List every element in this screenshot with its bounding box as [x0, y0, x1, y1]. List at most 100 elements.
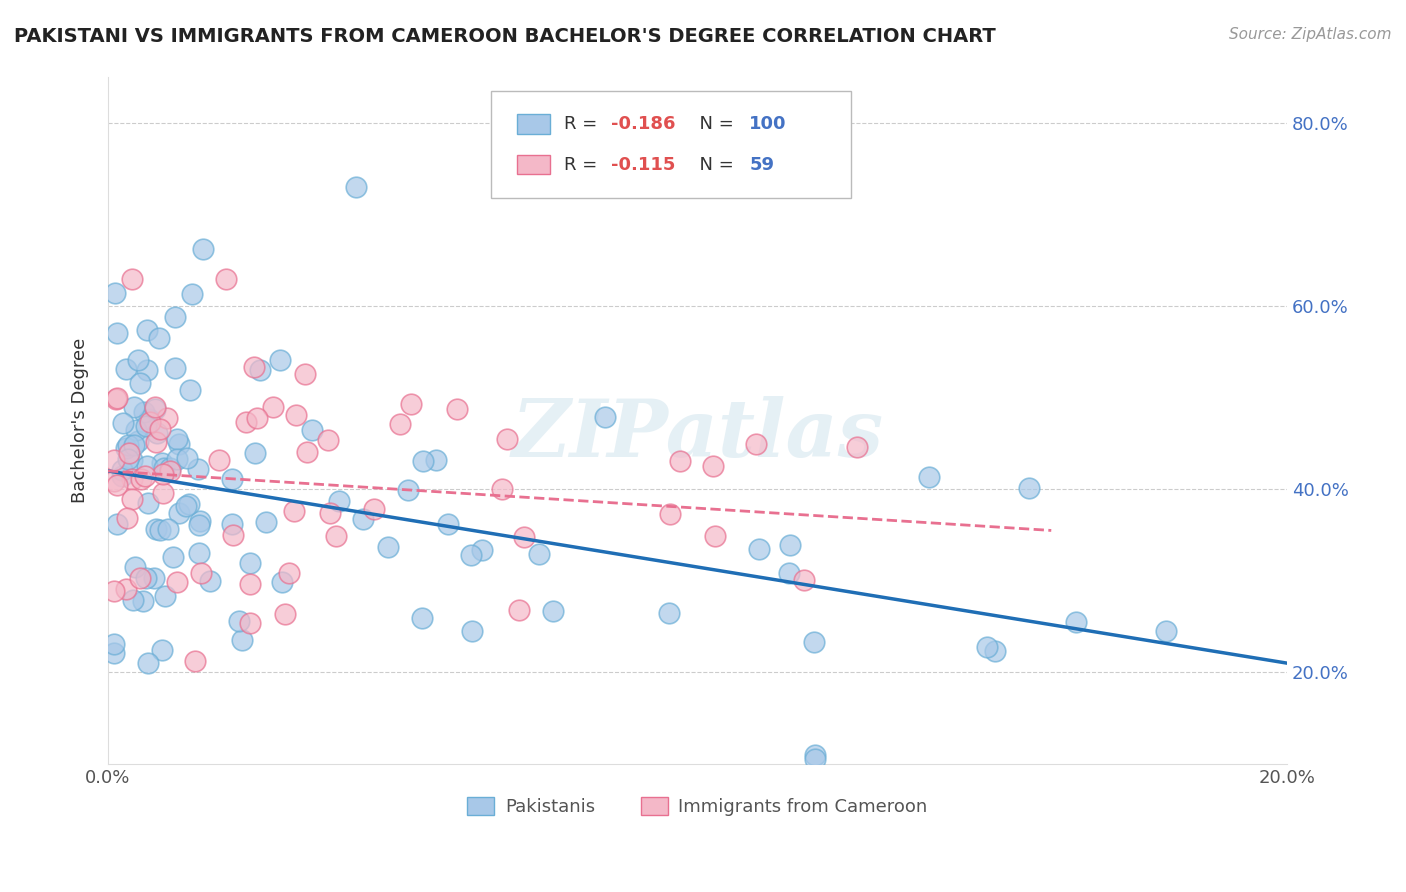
Point: [222, 528, 245, 542]
Point: [245, 446, 267, 460]
Point: [129, 472, 152, 486]
Text: R =: R =: [564, 156, 603, 174]
Point: [190, 566, 212, 581]
Point: [412, 454, 434, 468]
Point: [115, 442, 138, 456]
Point: [984, 644, 1007, 658]
Point: [121, 492, 143, 507]
Point: [508, 603, 530, 617]
Point: [103, 452, 125, 467]
Point: [208, 453, 231, 467]
Point: [239, 577, 262, 591]
Point: [159, 461, 181, 475]
Point: [150, 643, 173, 657]
Text: 59: 59: [749, 156, 775, 174]
Point: [191, 242, 214, 256]
Point: [446, 402, 468, 417]
Point: [363, 502, 385, 516]
Legend: Pakistanis, Immigrants from Cameroon: Pakistanis, Immigrants from Cameroon: [460, 789, 935, 823]
Text: N =: N =: [688, 115, 740, 133]
Point: [513, 530, 536, 544]
Point: [411, 611, 433, 625]
Point: [804, 752, 827, 766]
Point: [179, 383, 201, 397]
Point: [239, 615, 262, 630]
Point: [105, 391, 128, 405]
Point: [134, 469, 156, 483]
Point: [121, 452, 143, 467]
Point: [111, 468, 134, 483]
Point: [294, 367, 316, 381]
Point: [145, 522, 167, 536]
Point: [745, 436, 768, 450]
Point: [143, 400, 166, 414]
Point: [115, 582, 138, 597]
Point: [804, 747, 827, 762]
Point: [1018, 481, 1040, 495]
Point: [135, 571, 157, 585]
Point: [344, 180, 367, 194]
Point: [658, 507, 681, 521]
Point: [187, 546, 209, 560]
Point: [176, 450, 198, 465]
Point: [249, 362, 271, 376]
Bar: [517, 114, 550, 134]
Point: [135, 362, 157, 376]
Point: [669, 454, 692, 468]
Point: [156, 410, 179, 425]
FancyBboxPatch shape: [491, 91, 851, 197]
Point: [152, 461, 174, 475]
Point: [127, 434, 149, 448]
Point: [235, 415, 257, 429]
Point: [269, 352, 291, 367]
Point: [228, 615, 250, 629]
Point: [396, 483, 419, 498]
Point: [595, 410, 617, 425]
Text: ZIPatlas: ZIPatlas: [512, 396, 883, 473]
Point: [702, 458, 724, 473]
Point: [128, 571, 150, 585]
Point: [215, 272, 238, 286]
Point: [132, 404, 155, 418]
Point: [143, 571, 166, 585]
Point: [297, 445, 319, 459]
Point: [491, 483, 513, 497]
Point: [748, 541, 770, 556]
Point: [254, 515, 277, 529]
Point: [153, 589, 176, 603]
Point: [353, 512, 375, 526]
Point: [136, 323, 159, 337]
Point: [103, 637, 125, 651]
Point: [135, 419, 157, 434]
Point: [1156, 624, 1178, 638]
Point: [121, 272, 143, 286]
Point: [436, 517, 458, 532]
Point: [177, 497, 200, 511]
Point: [1064, 615, 1087, 629]
Point: [388, 417, 411, 432]
Text: R =: R =: [564, 115, 603, 133]
Point: [149, 523, 172, 537]
Point: [271, 574, 294, 589]
Point: [163, 361, 186, 376]
Point: [148, 331, 170, 345]
Point: [121, 472, 143, 486]
Point: [143, 401, 166, 416]
Point: [152, 486, 174, 500]
Point: [105, 392, 128, 406]
Point: [527, 547, 550, 561]
Point: [103, 474, 125, 488]
Point: [124, 423, 146, 437]
Point: [803, 635, 825, 649]
Point: [146, 426, 169, 441]
Point: [187, 462, 209, 476]
Point: [318, 506, 340, 520]
Point: [377, 540, 399, 554]
Point: [138, 415, 160, 429]
Point: [150, 456, 173, 470]
Point: [159, 464, 181, 478]
Point: [117, 451, 139, 466]
Point: [316, 434, 339, 448]
Point: [541, 604, 564, 618]
Text: -0.115: -0.115: [612, 156, 676, 174]
